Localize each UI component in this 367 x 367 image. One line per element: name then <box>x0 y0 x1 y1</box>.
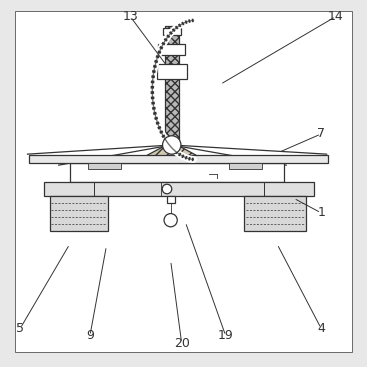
Bar <box>88 163 121 169</box>
Bar <box>165 26 179 141</box>
Circle shape <box>163 136 181 154</box>
Bar <box>29 155 328 163</box>
Text: 9: 9 <box>86 329 94 342</box>
Text: 4: 4 <box>317 322 325 335</box>
Text: 1: 1 <box>317 206 325 219</box>
Polygon shape <box>132 147 211 163</box>
Bar <box>167 196 175 203</box>
Circle shape <box>162 184 172 194</box>
Bar <box>163 28 181 35</box>
Text: 14: 14 <box>328 10 344 23</box>
Text: 13: 13 <box>123 10 138 23</box>
Bar <box>50 196 108 231</box>
Bar <box>44 182 314 196</box>
Text: 7: 7 <box>317 127 325 141</box>
Bar <box>244 196 306 231</box>
Bar <box>229 163 262 169</box>
Circle shape <box>164 214 177 227</box>
Text: 20: 20 <box>174 337 190 350</box>
Text: 19: 19 <box>218 329 233 342</box>
Bar <box>70 163 284 182</box>
Bar <box>158 44 185 55</box>
Bar <box>157 64 187 79</box>
Text: 5: 5 <box>16 322 24 335</box>
